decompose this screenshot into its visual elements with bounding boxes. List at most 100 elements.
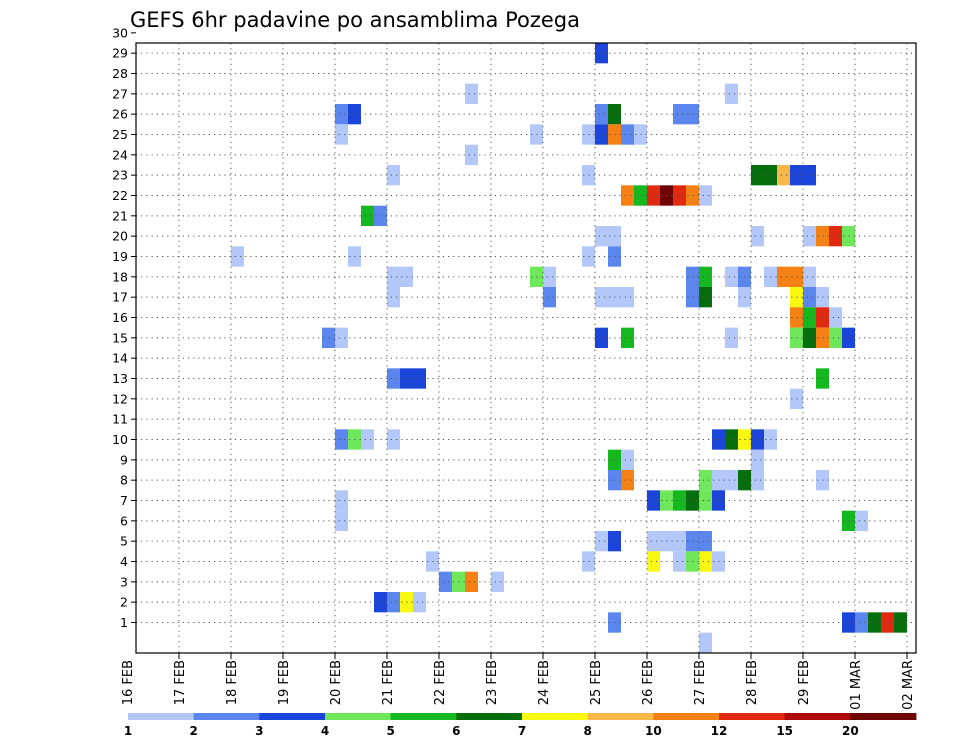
heatmap-cell (335, 124, 348, 145)
heatmap-cell (621, 287, 634, 308)
heatmap-cell (621, 470, 634, 491)
chart-title: GEFS 6hr padavine po ansamblima Pozega (130, 8, 580, 32)
heatmap-cell (881, 612, 894, 633)
x-tick-label: 27 FEB (693, 660, 708, 705)
heatmap-cell (387, 287, 400, 308)
heatmap-cell (829, 307, 842, 328)
heatmap-cell (673, 490, 686, 511)
y-tick-label: 17 (112, 290, 128, 305)
colorbar: 1 2 3 4 5 6 7 8 10 12 15 20 (124, 713, 917, 738)
x-tick-label: 26 FEB (641, 660, 656, 705)
x-tick-label: 22 FEB (433, 660, 448, 705)
y-tick-label: 2 (120, 595, 128, 610)
colorbar-label: 5 (386, 724, 394, 738)
heatmap-cell (335, 490, 348, 511)
y-tick-label: 5 (120, 534, 128, 549)
heatmap-cell (673, 104, 686, 125)
x-tick-label: 25 FEB (589, 660, 604, 705)
y-tick-label: 28 (112, 66, 128, 81)
heatmap-cell (673, 185, 686, 206)
colorbar-label: 10 (645, 724, 662, 738)
heatmap-cell (751, 449, 764, 470)
y-tick-label: 18 (112, 269, 128, 284)
heatmap-cell (751, 470, 764, 491)
colorbar-label: 12 (711, 724, 728, 738)
y-tick-label: 7 (120, 493, 128, 508)
y-tick-label: 6 (120, 513, 128, 528)
colorbar-label: 7 (518, 724, 526, 738)
heatmap-cell (647, 551, 660, 572)
heatmap-cell (335, 327, 348, 348)
heatmap-cells (231, 43, 907, 653)
y-tick-label: 16 (112, 310, 128, 325)
heatmap-cell (361, 205, 374, 226)
y-tick-label: 3 (120, 574, 128, 589)
y-tick-label: 11 (112, 412, 128, 427)
heatmap-cell (465, 83, 478, 104)
colorbar-label: 8 (583, 724, 591, 738)
y-tick-label: 12 (112, 391, 128, 406)
heatmap-cell (335, 429, 348, 450)
heatmap-cell (387, 266, 400, 287)
heatmap-cell (387, 368, 400, 389)
x-tick-label: 19 FEB (277, 660, 292, 705)
heatmap-cell (699, 490, 712, 511)
y-tick-label: 25 (112, 127, 128, 142)
colorbar-swatch (719, 713, 786, 720)
heatmap-cell (621, 124, 634, 145)
x-tick-label: 28 FEB (745, 660, 760, 705)
heatmap-cell (803, 226, 816, 247)
y-tick-label: 4 (120, 554, 128, 569)
heatmap-cell (699, 185, 712, 206)
heatmap-cell (673, 531, 686, 552)
heatmap-cell (725, 470, 738, 491)
y-tick-label: 8 (120, 473, 128, 488)
colorbar-label: 20 (842, 724, 859, 738)
heatmap-cell (465, 571, 478, 592)
colorbar-swatch (850, 713, 917, 720)
heatmap-cell (751, 226, 764, 247)
y-tick-label: 1 (120, 615, 128, 630)
x-tick-label: 16 FEB (121, 660, 136, 705)
heatmap-cell (699, 287, 712, 308)
heatmap-cell (803, 266, 816, 287)
heatmap-cell (231, 246, 244, 267)
heatmap-cell (387, 429, 400, 450)
heatmap-cell (725, 429, 738, 450)
colorbar-swatch (325, 713, 392, 720)
y-tick-label: 19 (112, 249, 128, 264)
colorbar-label: 2 (189, 724, 197, 738)
x-tick-label: 18 FEB (225, 660, 240, 705)
heatmap-cell (621, 449, 634, 470)
heatmap-cell (855, 510, 868, 531)
heatmap-cell (647, 490, 660, 511)
heatmap-cell (829, 226, 842, 247)
heatmap-cell (595, 531, 608, 552)
colorbar-label: 6 (452, 724, 460, 738)
heatmap-cell (543, 287, 556, 308)
heatmap-cell (803, 165, 816, 186)
y-tick-label: 29 (112, 46, 128, 61)
heatmap-cell (621, 185, 634, 206)
heatmap-cell (595, 43, 608, 64)
colorbar-swatch (456, 713, 523, 720)
heatmap-cell (829, 327, 842, 348)
y-tick-label: 20 (112, 229, 128, 244)
heatmap-cell (543, 266, 556, 287)
y-tick-label: 30 (112, 25, 128, 40)
y-tick-label: 23 (112, 168, 128, 183)
x-tick-label: 20 FEB (329, 660, 344, 705)
heatmap-cell (647, 531, 660, 552)
plot-frame (135, 42, 917, 654)
colorbar-swatch (259, 713, 326, 720)
y-tick-label: 24 (112, 147, 128, 162)
y-tick-label: 27 (112, 86, 128, 101)
y-tick-label: 26 (112, 107, 128, 122)
heatmap-cell (647, 185, 660, 206)
heatmap-cell (465, 144, 478, 165)
y-tick-label: 22 (112, 188, 128, 203)
heatmap-cell (751, 165, 764, 186)
x-axis: 16 FEB 17 FEB 18 FEB 19 FEB 20 FEB 21 FEB 22 F… (121, 653, 916, 710)
heatmap-cell (491, 571, 504, 592)
heatmap-cell (335, 510, 348, 531)
